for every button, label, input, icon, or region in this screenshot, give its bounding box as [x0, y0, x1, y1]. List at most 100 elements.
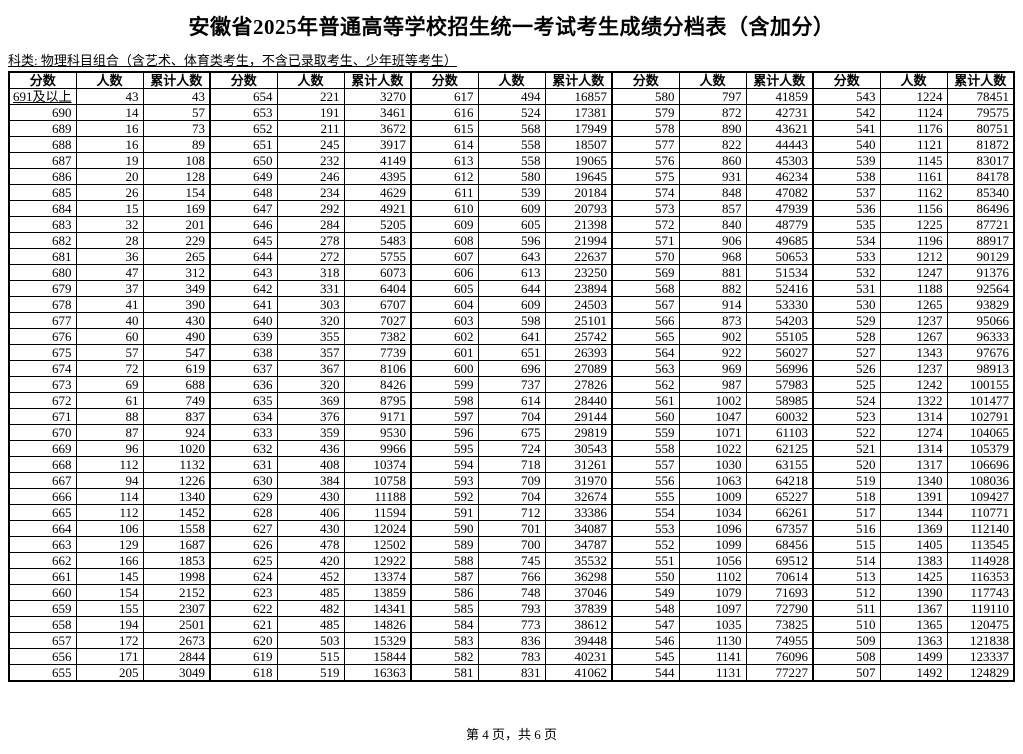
- score-cell: 669: [8, 440, 77, 457]
- count-cell: 718: [477, 456, 546, 473]
- count-cell: 701: [477, 520, 546, 537]
- cumulative-cell: 8426: [343, 376, 412, 393]
- score-cell: 571: [611, 232, 680, 249]
- score-cell: 589: [410, 536, 479, 553]
- cumulative-cell: 16857: [544, 88, 613, 105]
- count-cell: 1405: [879, 536, 948, 553]
- cumulative-cell: 169: [142, 200, 211, 217]
- score-cell: 623: [209, 584, 278, 601]
- count-cell: 221: [276, 88, 345, 105]
- score-cell: 654: [209, 88, 278, 105]
- cumulative-cell: 45303: [745, 152, 814, 169]
- count-cell: 26: [75, 184, 144, 201]
- score-cell: 677: [8, 312, 77, 329]
- count-cell: 367: [276, 360, 345, 377]
- col-header-cumulative: 累计人数: [745, 71, 814, 89]
- cumulative-cell: 749: [142, 392, 211, 409]
- score-cell: 624: [209, 568, 278, 585]
- score-cell: 527: [812, 344, 881, 361]
- score-cell: 575: [611, 168, 680, 185]
- cumulative-cell: 1020: [142, 440, 211, 457]
- score-cell: 574: [611, 184, 680, 201]
- count-cell: 1022: [678, 440, 747, 457]
- count-cell: 766: [477, 568, 546, 585]
- cumulative-cell: 7382: [343, 328, 412, 345]
- cumulative-cell: 27826: [544, 376, 613, 393]
- cumulative-cell: 19645: [544, 168, 613, 185]
- score-cell: 567: [611, 296, 680, 313]
- score-cell: 586: [410, 584, 479, 601]
- table-header: 分数 人数 累计人数 分数 人数 累计人数 分数 人数 累计人数 分数 人数 累计人数 分数 人数 累计人数: [8, 71, 1015, 89]
- cumulative-cell: 9966: [343, 440, 412, 457]
- page-number: 第 4 页，共 6 页: [465, 727, 557, 742]
- count-cell: 922: [678, 344, 747, 361]
- cumulative-cell: 54203: [745, 312, 814, 329]
- table-row: 667 94 1226 630 384 10758 593 709 31970 556 1063 64…: [8, 472, 1015, 489]
- score-cell: 544: [611, 664, 680, 682]
- cumulative-cell: 51534: [745, 264, 814, 281]
- score-cell: 680: [8, 264, 77, 281]
- count-cell: 643: [477, 248, 546, 265]
- score-cell: 555: [611, 488, 680, 505]
- cumulative-cell: 14341: [343, 600, 412, 617]
- score-cell: 507: [812, 664, 881, 682]
- cumulative-cell: 18507: [544, 136, 613, 153]
- score-cell: 513: [812, 568, 881, 585]
- cumulative-cell: 116353: [946, 568, 1015, 585]
- cumulative-cell: 430: [142, 312, 211, 329]
- count-cell: 278: [276, 232, 345, 249]
- count-cell: 1162: [879, 184, 948, 201]
- count-cell: 205: [75, 664, 144, 682]
- count-cell: 36: [75, 248, 144, 265]
- count-cell: 494: [477, 88, 546, 105]
- score-cell: 625: [209, 552, 278, 569]
- count-cell: 1096: [678, 520, 747, 537]
- cumulative-cell: 15329: [343, 632, 412, 649]
- table-row: 666 114 1340 629 430 11188 592 704 32674 555 1009 6…: [8, 488, 1015, 505]
- cumulative-cell: 114928: [946, 552, 1015, 569]
- count-cell: 881: [678, 264, 747, 281]
- count-cell: 857: [678, 200, 747, 217]
- cumulative-cell: 2307: [142, 600, 211, 617]
- cumulative-cell: 1452: [142, 504, 211, 521]
- cumulative-cell: 123337: [946, 648, 1015, 665]
- score-cell: 568: [611, 280, 680, 297]
- count-cell: 704: [477, 488, 546, 505]
- table-row: 680 47 312 643 318 6073 606 613 23250 569 881 51534…: [8, 264, 1015, 281]
- cumulative-cell: 53330: [745, 296, 814, 313]
- count-cell: 1224: [879, 88, 948, 105]
- count-cell: 1314: [879, 440, 948, 457]
- count-cell: 890: [678, 120, 747, 137]
- table-row: 673 69 688 636 320 8426 599 737 27826 562 987 57983…: [8, 376, 1015, 393]
- cumulative-cell: 5755: [343, 248, 412, 265]
- score-cell: 660: [8, 584, 77, 601]
- score-cell: 583: [410, 632, 479, 649]
- cumulative-cell: 42731: [745, 104, 814, 121]
- table-row: 676 60 490 639 355 7382 602 641 25742 565 902 55105…: [8, 328, 1015, 345]
- cumulative-cell: 58985: [745, 392, 814, 409]
- count-cell: 129: [75, 536, 144, 553]
- col-header-count: 人数: [678, 71, 747, 89]
- cumulative-cell: 88917: [946, 232, 1015, 249]
- count-cell: 605: [477, 216, 546, 233]
- count-cell: 452: [276, 568, 345, 585]
- cumulative-cell: 201: [142, 216, 211, 233]
- score-cell: 673: [8, 376, 77, 393]
- count-cell: 773: [477, 616, 546, 633]
- cumulative-cell: 3917: [343, 136, 412, 153]
- count-cell: 1265: [879, 296, 948, 313]
- count-cell: 1390: [879, 584, 948, 601]
- count-cell: 1344: [879, 504, 948, 521]
- score-cell: 607: [410, 248, 479, 265]
- score-cell: 518: [812, 488, 881, 505]
- cumulative-cell: 102791: [946, 408, 1015, 425]
- score-cell: 578: [611, 120, 680, 137]
- count-cell: 1391: [879, 488, 948, 505]
- count-cell: 848: [678, 184, 747, 201]
- cumulative-cell: 7739: [343, 344, 412, 361]
- cumulative-cell: 84178: [946, 168, 1015, 185]
- count-cell: 234: [276, 184, 345, 201]
- count-cell: 614: [477, 392, 546, 409]
- cumulative-cell: 109427: [946, 488, 1015, 505]
- count-cell: 1034: [678, 504, 747, 521]
